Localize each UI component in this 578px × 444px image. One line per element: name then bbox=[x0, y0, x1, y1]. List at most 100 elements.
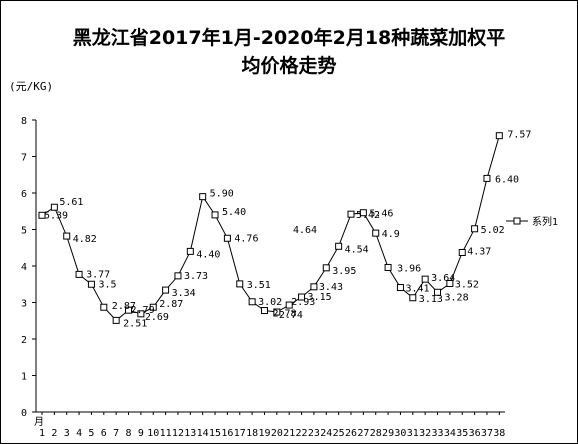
data-point bbox=[285, 301, 293, 309]
y-tick-label: 5 bbox=[21, 226, 27, 237]
data-point bbox=[384, 263, 392, 271]
data-label: 5.46 bbox=[369, 209, 393, 220]
data-label: 3.5 bbox=[98, 279, 116, 290]
data-point bbox=[483, 174, 491, 182]
data-point bbox=[112, 316, 120, 324]
data-label: 4.37 bbox=[467, 246, 491, 257]
x-tick-label: 9 bbox=[138, 428, 144, 439]
data-label: 5.40 bbox=[222, 207, 246, 218]
x-tick-label: 35 bbox=[456, 428, 468, 439]
data-label: 5.39 bbox=[44, 210, 68, 221]
data-point bbox=[100, 303, 108, 311]
data-point bbox=[434, 288, 442, 296]
x-tick-label: 4 bbox=[76, 428, 82, 439]
x-tick-label: 8 bbox=[126, 428, 132, 439]
x-tick-label: 28 bbox=[370, 428, 382, 439]
x-tick-label: 16 bbox=[221, 428, 233, 439]
x-tick-label: 1 bbox=[39, 428, 45, 439]
data-point bbox=[137, 310, 145, 318]
data-point bbox=[421, 275, 429, 283]
data-label: 2.51 bbox=[123, 318, 147, 329]
x-tick-label: 13 bbox=[184, 428, 196, 439]
x-tick-label: 2 bbox=[51, 428, 57, 439]
data-label: 3.96 bbox=[397, 263, 421, 274]
data-point bbox=[409, 294, 417, 302]
data-point bbox=[446, 280, 454, 288]
y-tick-label: 0 bbox=[21, 408, 27, 419]
data-point bbox=[396, 284, 404, 292]
legend-label: 系列1 bbox=[532, 215, 558, 228]
data-label: 5.61 bbox=[59, 197, 83, 208]
x-axis-label: 月 bbox=[34, 416, 44, 428]
x-tick-label: 37 bbox=[481, 428, 493, 439]
y-tick-label: 2 bbox=[21, 335, 27, 346]
data-label: 5.42 bbox=[356, 210, 380, 221]
data-label: 3.41 bbox=[405, 284, 429, 295]
data-label: 3.43 bbox=[319, 282, 343, 293]
data-point bbox=[273, 308, 281, 316]
data-point bbox=[359, 209, 367, 217]
y-tick-label: 4 bbox=[21, 262, 27, 273]
data-label: 3.13 bbox=[419, 294, 443, 305]
x-tick-label: 24 bbox=[320, 428, 332, 439]
data-label: 4.82 bbox=[73, 234, 97, 245]
x-tick-label: 26 bbox=[345, 428, 357, 439]
x-tick-label: 22 bbox=[296, 428, 308, 439]
y-tick-label: 3 bbox=[21, 299, 27, 310]
data-point bbox=[223, 234, 231, 242]
data-label: 5.90 bbox=[210, 189, 234, 200]
x-tick-label: 20 bbox=[271, 428, 283, 439]
y-tick-label: 8 bbox=[21, 116, 27, 127]
x-tick-label: 32 bbox=[419, 428, 431, 439]
x-tick-label: 12 bbox=[172, 428, 184, 439]
data-label: 3.77 bbox=[86, 269, 110, 280]
x-tick-label: 6 bbox=[101, 428, 107, 439]
data-label: 3.34 bbox=[172, 288, 196, 299]
data-point bbox=[211, 211, 219, 219]
data-point bbox=[174, 272, 182, 280]
data-point bbox=[310, 283, 318, 291]
x-tick-label: 34 bbox=[444, 428, 456, 439]
data-point bbox=[38, 211, 46, 219]
y-tick-label: 1 bbox=[21, 372, 27, 383]
series-line-系列1 bbox=[41, 135, 500, 322]
data-point bbox=[50, 203, 58, 211]
data-label: 3.95 bbox=[332, 266, 356, 277]
data-point bbox=[298, 293, 306, 301]
x-tick-label: 7 bbox=[113, 428, 119, 439]
x-tick-label: 14 bbox=[197, 428, 209, 439]
data-point bbox=[495, 132, 503, 140]
data-point bbox=[75, 270, 83, 278]
data-point bbox=[372, 229, 380, 237]
y-tick-label: 6 bbox=[21, 189, 27, 200]
data-label: 4.54 bbox=[345, 244, 369, 255]
data-point bbox=[63, 232, 71, 240]
y-tick-label: 7 bbox=[21, 153, 27, 164]
data-label: 4.76 bbox=[234, 233, 258, 244]
chart-title-line-1: 黑龙江省2017年1月-2020年2月18种蔬菜加权平 bbox=[72, 27, 506, 49]
data-label: 3.15 bbox=[308, 292, 332, 303]
data-label: 2.78 bbox=[272, 309, 296, 320]
data-label: 2.87 bbox=[112, 301, 136, 312]
data-point bbox=[260, 307, 268, 315]
x-tick-label: 31 bbox=[407, 428, 419, 439]
x-tick-label: 18 bbox=[246, 428, 258, 439]
x-tick-label: 17 bbox=[234, 428, 246, 439]
data-label: 3.28 bbox=[445, 292, 469, 303]
data-point bbox=[471, 225, 479, 233]
x-tick-label: 11 bbox=[160, 428, 172, 439]
x-tick-label: 25 bbox=[333, 428, 345, 439]
x-tick-label: 5 bbox=[88, 428, 94, 439]
chart-annotation: 4.64 bbox=[293, 225, 317, 236]
data-point bbox=[458, 248, 466, 256]
y-axis-label: (元/KG) bbox=[9, 80, 53, 93]
data-point bbox=[236, 280, 244, 288]
legend-marker bbox=[513, 217, 521, 225]
x-tick-label: 10 bbox=[147, 428, 159, 439]
data-label: 2.79 bbox=[131, 305, 155, 316]
x-tick-label: 27 bbox=[357, 428, 369, 439]
data-label: 4.9 bbox=[382, 229, 400, 240]
data-point bbox=[322, 264, 330, 272]
data-label: 4.40 bbox=[196, 249, 220, 260]
